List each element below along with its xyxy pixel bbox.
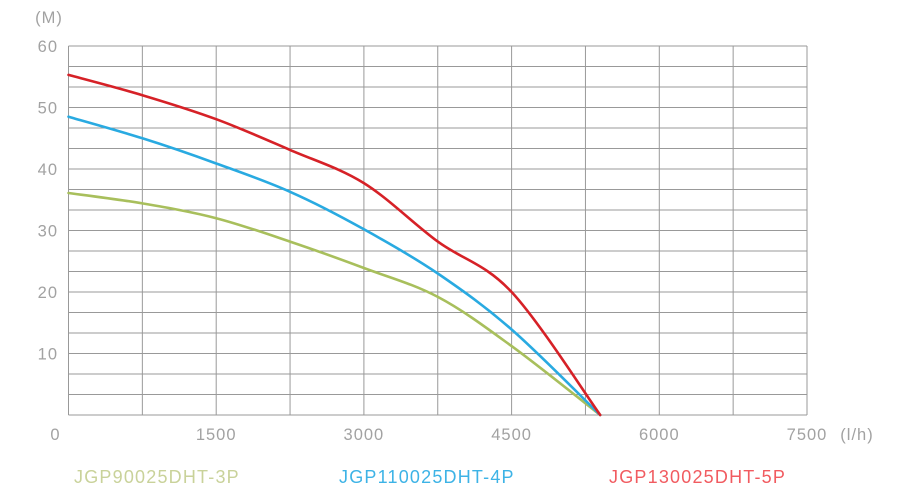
x-tick-label: 6000 xyxy=(639,426,680,444)
x-tick-label: 4500 xyxy=(491,426,532,444)
y-tick-label: 30 xyxy=(38,223,58,241)
y-tick-label: 60 xyxy=(38,38,58,56)
y-tick-label: 50 xyxy=(38,100,58,118)
x-tick-label: 7500 xyxy=(787,426,828,444)
y-tick-label: 40 xyxy=(38,161,58,179)
curve-jgp130025dht-5p xyxy=(67,73,602,417)
y-tick-label: 20 xyxy=(38,284,58,302)
y-tick-label: 10 xyxy=(38,346,58,364)
grid xyxy=(68,45,808,416)
x-tick-label: 0 xyxy=(50,426,60,444)
x-tick-label: 3000 xyxy=(344,426,385,444)
curve-jgp110025dht-4p xyxy=(67,115,602,417)
tick-labels: 10 20 30 40 50 60 0 1500 3000 4500 6000 7500 (M) (l/h… xyxy=(35,9,873,444)
curve-jgp90025dht-3p xyxy=(67,191,602,417)
x-tick-label: 1500 xyxy=(196,426,237,444)
y-axis-unit-label: (M) xyxy=(35,9,63,27)
x-axis-unit-label: (l/h) xyxy=(840,426,873,444)
